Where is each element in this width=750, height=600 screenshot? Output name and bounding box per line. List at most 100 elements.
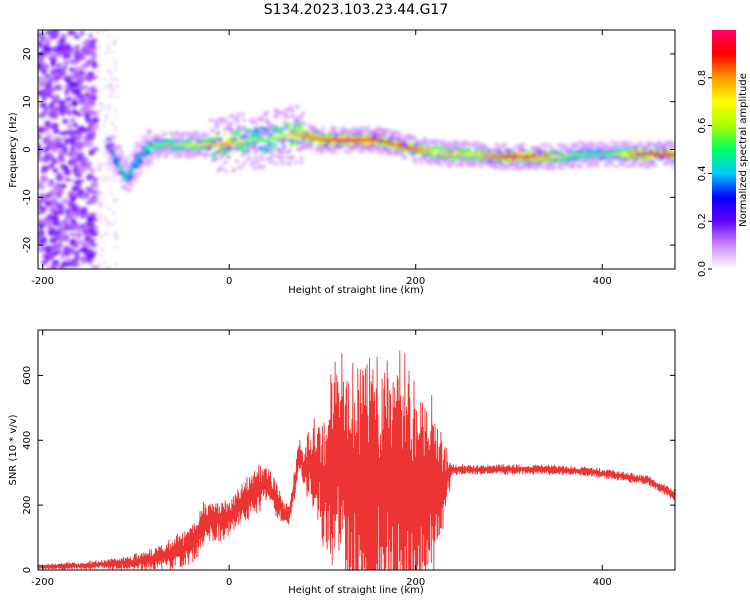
heatmap-cell <box>475 140 481 145</box>
heatmap-cell <box>51 266 57 269</box>
heatmap-cell <box>114 237 118 240</box>
heatmap-cell <box>591 142 597 147</box>
heatmap-cell <box>107 168 111 172</box>
heatmap-cell <box>115 262 119 266</box>
heatmap-cell <box>365 128 370 133</box>
heatmap-cell <box>111 90 115 94</box>
heatmap-cell <box>67 30 75 36</box>
heatmap-cell <box>449 156 454 160</box>
heatmap-cell <box>273 130 278 134</box>
heatmap-cell <box>97 63 101 66</box>
heatmap-cell <box>653 163 658 168</box>
heatmap-cell <box>121 157 127 162</box>
heatmap-cell <box>45 74 51 78</box>
heatmap-cell <box>283 121 288 125</box>
heatmap-cell <box>38 223 44 230</box>
heatmap-cell <box>64 176 69 182</box>
heatmap-cell <box>73 35 81 39</box>
heatmap-cell <box>101 220 105 224</box>
heatmap-cell <box>133 178 138 183</box>
heatmap-cell <box>240 163 245 168</box>
heatmap-cell <box>38 59 43 64</box>
heatmap-cell <box>92 149 96 152</box>
heatmap-cell <box>588 159 593 163</box>
heatmap-cell <box>71 109 78 116</box>
heatmap-cell <box>69 195 76 203</box>
heatmap-cell <box>38 134 42 140</box>
heatmap-cell <box>424 139 429 144</box>
heatmap-cell <box>246 147 251 152</box>
heatmap-cell <box>574 143 580 148</box>
heatmap-cell <box>214 150 219 155</box>
heatmap-cell <box>73 161 79 166</box>
heatmap-cell <box>85 255 92 262</box>
heatmap-cell <box>85 221 91 227</box>
heatmap-cell <box>70 142 79 147</box>
heatmap-cell <box>82 107 90 114</box>
heatmap-cell <box>279 127 285 131</box>
heatmap-cell <box>291 114 297 118</box>
heatmap-cell <box>560 146 566 151</box>
heatmap-cell <box>139 160 144 164</box>
heatmap-cell <box>447 164 453 169</box>
heatmap-cell <box>114 109 118 113</box>
heatmap-cell <box>134 145 139 150</box>
heatmap-cell <box>65 96 72 102</box>
heatmap-cell <box>193 147 198 152</box>
heatmap-cell <box>38 198 46 203</box>
heatmap-cell <box>145 136 150 141</box>
heatmap-cell <box>47 183 54 188</box>
heatmap-cell <box>135 141 140 146</box>
heatmap-cell <box>46 133 54 138</box>
heatmap-cell <box>96 162 100 165</box>
heatmap-cell <box>604 142 609 147</box>
heatmap-cell <box>181 131 187 136</box>
heatmap-cell <box>614 164 619 169</box>
heatmap-cell <box>85 161 92 167</box>
heatmap-cell <box>266 130 271 134</box>
spectrogram-x-tick-label: 400 <box>593 276 612 287</box>
heatmap-cell <box>172 154 178 159</box>
heatmap-cell <box>42 62 48 67</box>
heatmap-cell <box>107 156 112 161</box>
spectrogram-y-tick-label: 10 <box>22 95 33 108</box>
heatmap-cell <box>38 147 42 153</box>
heatmap-cell <box>224 149 229 154</box>
heatmap-cell <box>109 192 113 195</box>
heatmap-cell <box>49 245 57 252</box>
heatmap-cell <box>214 125 220 130</box>
heatmap-cell <box>260 157 266 161</box>
heatmap-cell <box>68 74 74 80</box>
heatmap-cell <box>70 100 78 107</box>
heatmap-cell <box>258 134 263 138</box>
heatmap-cell <box>114 67 118 70</box>
heatmap-cell <box>50 197 57 203</box>
heatmap-cell <box>119 178 124 183</box>
heatmap-cell <box>52 220 59 226</box>
heatmap-cell <box>99 204 103 207</box>
heatmap-cell <box>256 164 261 169</box>
heatmap-cell <box>115 84 119 88</box>
heatmap-cell <box>148 161 154 165</box>
heatmap-cell <box>41 260 48 264</box>
heatmap-cell <box>320 150 325 155</box>
heatmap-cell <box>670 164 675 169</box>
heatmap-cell <box>116 161 122 165</box>
heatmap-cell <box>307 143 313 147</box>
heatmap-cell <box>599 140 604 145</box>
heatmap-cell <box>225 121 230 126</box>
heatmap-cell <box>89 237 96 243</box>
heatmap-cell <box>400 152 405 156</box>
heatmap-cell <box>586 164 591 169</box>
heatmap-cell <box>38 33 46 39</box>
heatmap-cell <box>104 114 108 117</box>
heatmap-cell <box>74 75 80 81</box>
snr-y-tick-label: 0 <box>22 567 33 573</box>
heatmap-cell <box>189 133 194 138</box>
heatmap-cell <box>49 254 55 261</box>
heatmap-cell <box>354 144 360 149</box>
heatmap-cell <box>127 188 132 192</box>
heatmap-cell <box>38 210 42 216</box>
heatmap-cell <box>114 116 118 119</box>
heatmap-cell <box>99 265 103 269</box>
